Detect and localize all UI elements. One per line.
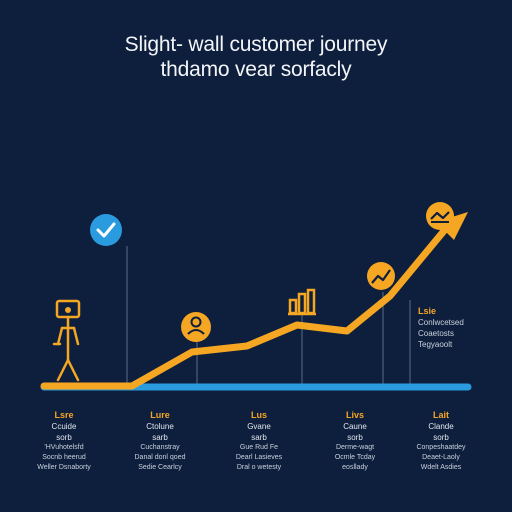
handshake-icon	[426, 202, 454, 230]
stage-subtitle: Clande	[428, 422, 454, 431]
stage-description: 'HVuhotelsfd	[44, 444, 84, 451]
stage-description: Dral o wetesty	[236, 464, 282, 471]
stage-subtitle-2: sorb	[347, 433, 363, 442]
side-stage-line: Coaetosts	[418, 329, 455, 338]
side-stage-line: Tegyaoolt	[418, 340, 453, 349]
stage-description: Ocmle Tcday	[334, 454, 376, 461]
growth-chart-icon	[367, 262, 395, 290]
stage-title: Lus	[250, 410, 267, 420]
stage-description: Dearl Lasieves	[235, 454, 283, 461]
bar-chart-icon	[288, 288, 316, 316]
check-icon	[90, 214, 122, 246]
stage-title: Lait	[432, 410, 449, 420]
stage-description: Cuchanstray	[140, 444, 180, 451]
stage-subtitle-2: sorb	[433, 433, 449, 442]
stage-description: Weller Dsnaborty	[37, 464, 91, 471]
stage-description: Wdelt Asdies	[420, 464, 462, 471]
stage-description: Deaet-Laoly	[422, 454, 460, 461]
stage-description: Conpeshaatdey	[416, 444, 466, 451]
stage-title: Lure	[150, 410, 170, 420]
person-figure-icon	[52, 299, 81, 382]
stage-description: eosllady	[342, 464, 368, 471]
stage-description: Danal donl qoed	[134, 454, 186, 461]
side-stage-title: Lsie	[418, 306, 437, 316]
stage-subtitle: Ctolune	[146, 422, 174, 431]
stage-label-3: Lus Gvane sarb Gue Rud Fe Dearl Lasieves…	[204, 410, 314, 473]
stage-subtitle-2: sarb	[251, 433, 267, 442]
stage-description: Gue Rud Fe	[239, 444, 279, 451]
journey-arrowhead	[436, 212, 468, 240]
stage-label-1: Lsre Ccuide sorb 'HVuhotelsfd Socnb heer…	[9, 410, 119, 473]
stage-description: Derme-wagt	[335, 444, 375, 451]
stage-label-4: Livs Caune sorb Derme-wagt Ocmle Tcday e…	[300, 410, 410, 473]
side-stage-line: Conlwcetsed	[418, 318, 464, 327]
stage-title: Lsre	[54, 410, 74, 420]
journey-path	[40, 222, 452, 390]
stage-subtitle: Caune	[343, 422, 367, 431]
diagram-title-line-1: Slight- wall customer journey	[124, 33, 388, 56]
stage-subtitle-2: sorb	[56, 433, 72, 442]
stage-subtitle: Gvane	[247, 422, 271, 431]
stage-title: Livs	[345, 410, 364, 420]
stage-label-2: Lure Ctolune sarb Cuchanstray Danal donl…	[105, 410, 215, 473]
diagram-title-line-2: thdamo vear sorfacly	[160, 58, 352, 81]
stage-description: Sedie Cearlcy	[138, 464, 182, 471]
side-stage-label: Lsie Conlwcetsed Coaetosts Tegyaoolt	[418, 306, 488, 350]
stage-subtitle: Ccuide	[51, 422, 77, 431]
stage-subtitle-2: sarb	[152, 433, 168, 442]
stage-label-5: Lait Clande sorb Conpeshaatdey Deaet-Lao…	[386, 410, 496, 473]
stage-description: Socnb heerud	[42, 454, 86, 461]
user-avatar-icon	[181, 312, 211, 342]
